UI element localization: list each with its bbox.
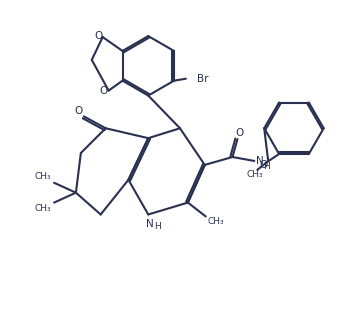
Text: O: O <box>100 85 108 95</box>
Text: O: O <box>95 31 103 41</box>
Text: O: O <box>235 128 244 138</box>
Text: H: H <box>154 222 161 231</box>
Text: N: N <box>146 219 154 229</box>
Text: H: H <box>263 162 270 172</box>
Text: O: O <box>75 106 83 116</box>
Text: CH₃: CH₃ <box>35 172 51 181</box>
Text: N: N <box>256 156 264 166</box>
Text: CH₃: CH₃ <box>35 204 51 213</box>
Text: O: O <box>259 160 267 170</box>
Text: CH₃: CH₃ <box>247 170 264 179</box>
Text: CH₃: CH₃ <box>208 217 225 226</box>
Text: Br: Br <box>197 74 208 84</box>
